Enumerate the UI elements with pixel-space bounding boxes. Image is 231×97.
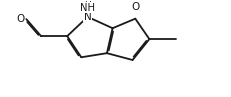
Text: N: N xyxy=(83,12,91,22)
Text: H: H xyxy=(84,1,91,10)
Text: O: O xyxy=(131,2,139,12)
Text: O: O xyxy=(16,14,24,24)
Text: NH: NH xyxy=(80,3,95,13)
